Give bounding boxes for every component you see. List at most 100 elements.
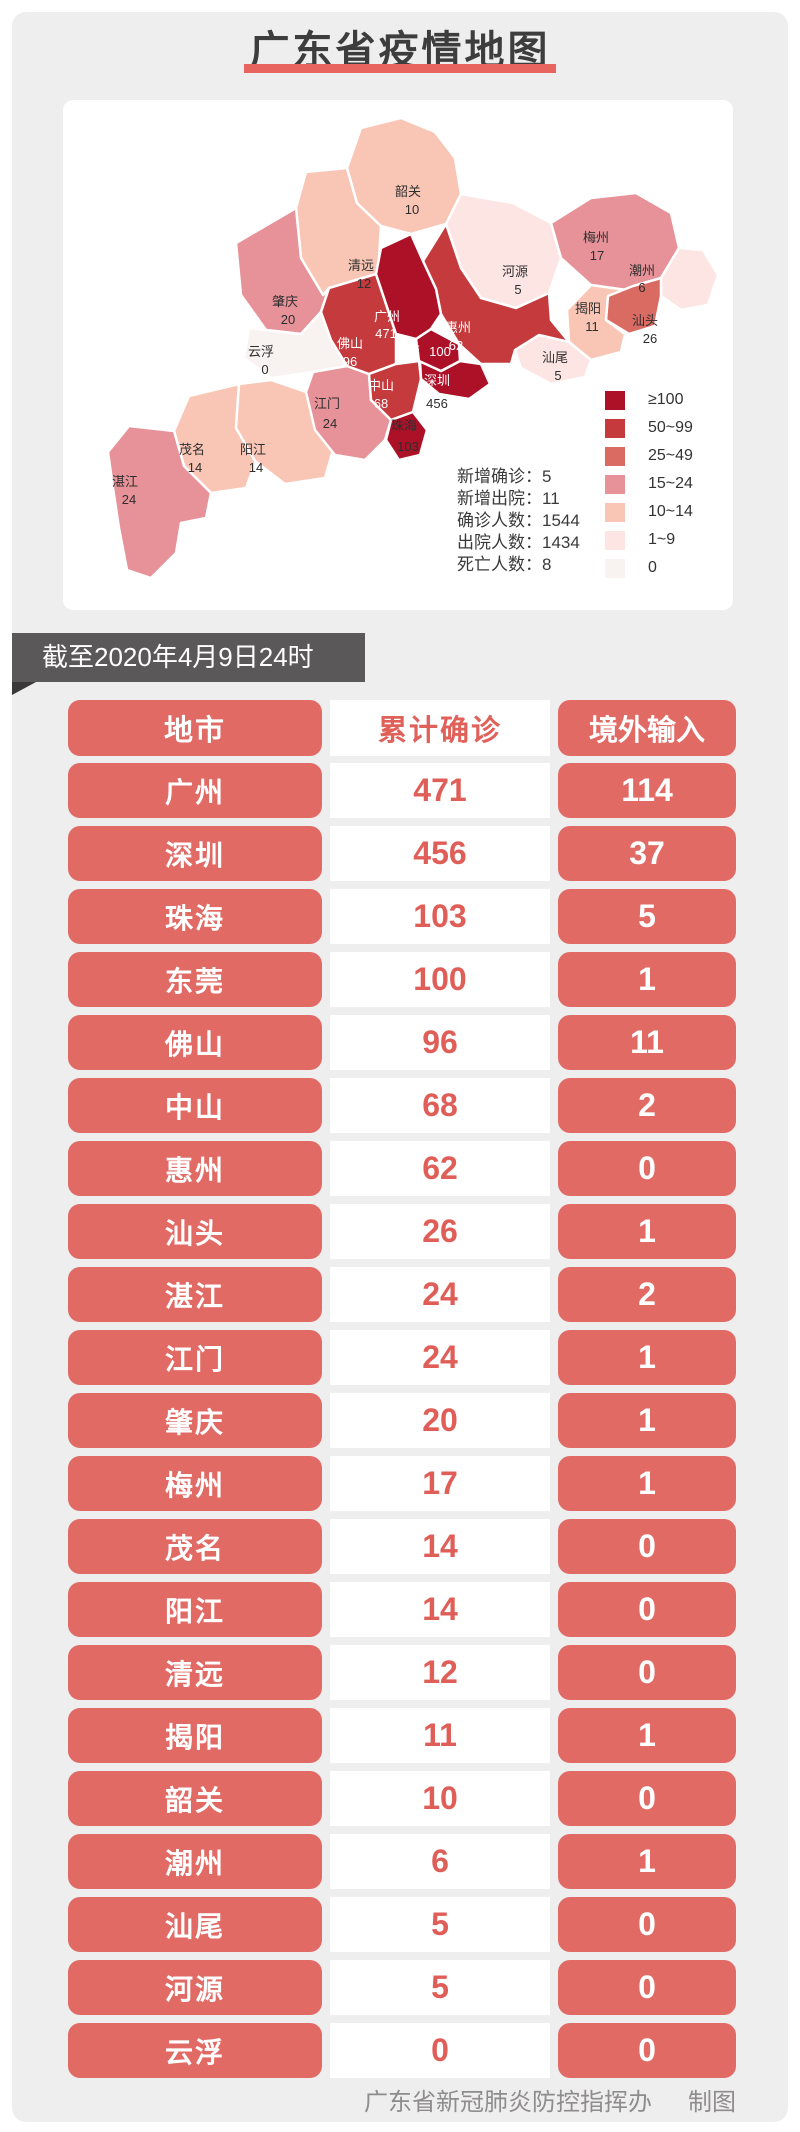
stat-line: 出院人数：1434 — [457, 533, 580, 552]
map-panel: 韶关 10 清远 12 河源 5 梅州 17 潮州 6 揭阳 11 汕头 26 … — [63, 100, 733, 610]
table-body: 广州 471 114 深圳 456 37 珠海 103 5 东莞 100 1 佛山 96 11 中山 68 2 惠州… — [68, 763, 736, 2078]
city-label: 汕尾 — [542, 350, 568, 365]
table-row: 东莞 100 1 — [68, 952, 736, 1007]
city-label: 汕头 — [632, 313, 658, 328]
city-label: 佛山 — [337, 336, 363, 351]
legend-swatch — [605, 446, 625, 466]
guangdong-choropleth-map: 韶关 10 清远 12 河源 5 梅州 17 潮州 6 揭阳 11 汕头 26 … — [106, 116, 720, 580]
city-label: 云浮 — [248, 344, 274, 359]
title-underline — [244, 64, 556, 73]
legend-label: 15~24 — [648, 475, 693, 492]
legend-row: 10~14 — [605, 498, 693, 526]
table-cell-city: 潮州 — [68, 1834, 322, 1889]
legend-label: 25~49 — [648, 447, 693, 464]
table-cell-imported: 1 — [558, 1834, 736, 1889]
city-label: 茂名 — [179, 442, 205, 457]
table-row: 肇庆 20 1 — [68, 1393, 736, 1448]
legend-swatch — [605, 390, 625, 410]
city-label: 珠海 — [391, 418, 417, 433]
city-value: 14 — [188, 460, 202, 475]
table-cell-city: 韶关 — [68, 1771, 322, 1826]
table-row: 河源 5 0 — [68, 1960, 736, 2015]
table-cell-confirmed: 96 — [330, 1015, 550, 1070]
city-label: 广州 — [374, 309, 400, 324]
table-row: 佛山 96 11 — [68, 1015, 736, 1070]
table-cell-confirmed: 17 — [330, 1456, 550, 1511]
legend-row: ≥100 — [605, 386, 693, 414]
table-cell-city: 梅州 — [68, 1456, 322, 1511]
table-cell-confirmed: 100 — [330, 952, 550, 1007]
table-cell-imported: 1 — [558, 1708, 736, 1763]
table-cell-city: 江门 — [68, 1330, 322, 1385]
legend-row: 1~9 — [605, 526, 693, 554]
table-cell-imported: 0 — [558, 1519, 736, 1574]
table-cell-city: 云浮 — [68, 2023, 322, 2078]
map-region-guangzhou — [374, 232, 443, 341]
map-region-zhanjiang — [106, 424, 213, 580]
table-cell-imported: 2 — [558, 1078, 736, 1133]
city-label: 韶关 — [395, 184, 421, 199]
city-label: 潮州 — [629, 263, 655, 278]
table-cell-city: 汕头 — [68, 1204, 322, 1259]
table-cell-imported: 5 — [558, 889, 736, 944]
table-row: 梅州 17 1 — [68, 1456, 736, 1511]
table-row: 揭阳 11 1 — [68, 1708, 736, 1763]
city-data-table: 地市 累计确诊 境外输入 广州 471 114 深圳 456 37 珠海 103 5 东莞 100 1… — [68, 700, 736, 2086]
city-value: 17 — [590, 248, 604, 263]
city-label: 肇庆 — [272, 294, 298, 309]
table-cell-confirmed: 5 — [330, 1960, 550, 2015]
legend-label: ≥100 — [648, 391, 684, 408]
table-cell-confirmed: 12 — [330, 1645, 550, 1700]
table-cell-imported: 114 — [558, 763, 736, 818]
table-cell-city: 清远 — [68, 1645, 322, 1700]
table-cell-imported: 1 — [558, 952, 736, 1007]
city-value: 456 — [426, 396, 448, 411]
map-region-zhuhai — [384, 410, 429, 462]
footer-credit: 广东省新冠肺炎防控指挥办 制图 — [68, 2082, 736, 2117]
table-cell-imported: 0 — [558, 1897, 736, 1952]
table-cell-city: 东莞 — [68, 952, 322, 1007]
table-cell-confirmed: 10 — [330, 1771, 550, 1826]
city-label: 梅州 — [583, 230, 609, 245]
table-cell-city: 茂名 — [68, 1519, 322, 1574]
as-of-date-banner: 截至2020年4月9日24时 — [12, 633, 365, 682]
city-value: 68 — [374, 396, 388, 411]
city-value: 103 — [397, 439, 419, 454]
legend-label: 0 — [648, 559, 657, 576]
table-cell-city: 河源 — [68, 1960, 322, 2015]
table-cell-city: 深圳 — [68, 826, 322, 881]
table-row: 珠海 103 5 — [68, 889, 736, 944]
table-cell-city: 佛山 — [68, 1015, 322, 1070]
map-region-zhongshan — [367, 359, 423, 422]
table-cell-confirmed: 20 — [330, 1393, 550, 1448]
city-label: 湛江 — [112, 474, 138, 489]
table-cell-city: 珠海 — [68, 889, 322, 944]
table-cell-imported: 37 — [558, 826, 736, 881]
table-cell-confirmed: 471 — [330, 763, 550, 818]
table-cell-imported: 2 — [558, 1267, 736, 1322]
table-row: 江门 24 1 — [68, 1330, 736, 1385]
map-legend: ≥100 50~99 25~49 15~24 10~14 1~9 0 — [605, 386, 693, 582]
city-value: 12 — [357, 276, 371, 291]
table-row: 汕头 26 1 — [68, 1204, 736, 1259]
table-cell-city: 中山 — [68, 1078, 322, 1133]
table-header-row: 地市 累计确诊 境外输入 — [68, 700, 736, 756]
stat-line: 新增出院：11 — [457, 489, 560, 508]
legend-swatch — [605, 530, 625, 550]
table-row: 清远 12 0 — [68, 1645, 736, 1700]
city-value: 0 — [261, 362, 268, 377]
table-header-imported: 境外输入 — [558, 700, 736, 756]
table-cell-confirmed: 5 — [330, 1897, 550, 1952]
city-label: 揭阳 — [575, 301, 601, 316]
city-value: 14 — [249, 460, 263, 475]
map-region-shantou — [604, 276, 663, 336]
table-cell-city: 广州 — [68, 763, 322, 818]
table-cell-imported: 1 — [558, 1204, 736, 1259]
table-cell-imported: 0 — [558, 1960, 736, 2015]
table-cell-city: 阳江 — [68, 1582, 322, 1637]
table-cell-city: 汕尾 — [68, 1897, 322, 1952]
city-value: 62 — [449, 338, 463, 353]
legend-label: 50~99 — [648, 419, 693, 436]
table-cell-confirmed: 68 — [330, 1078, 550, 1133]
city-value: 6 — [638, 280, 645, 295]
